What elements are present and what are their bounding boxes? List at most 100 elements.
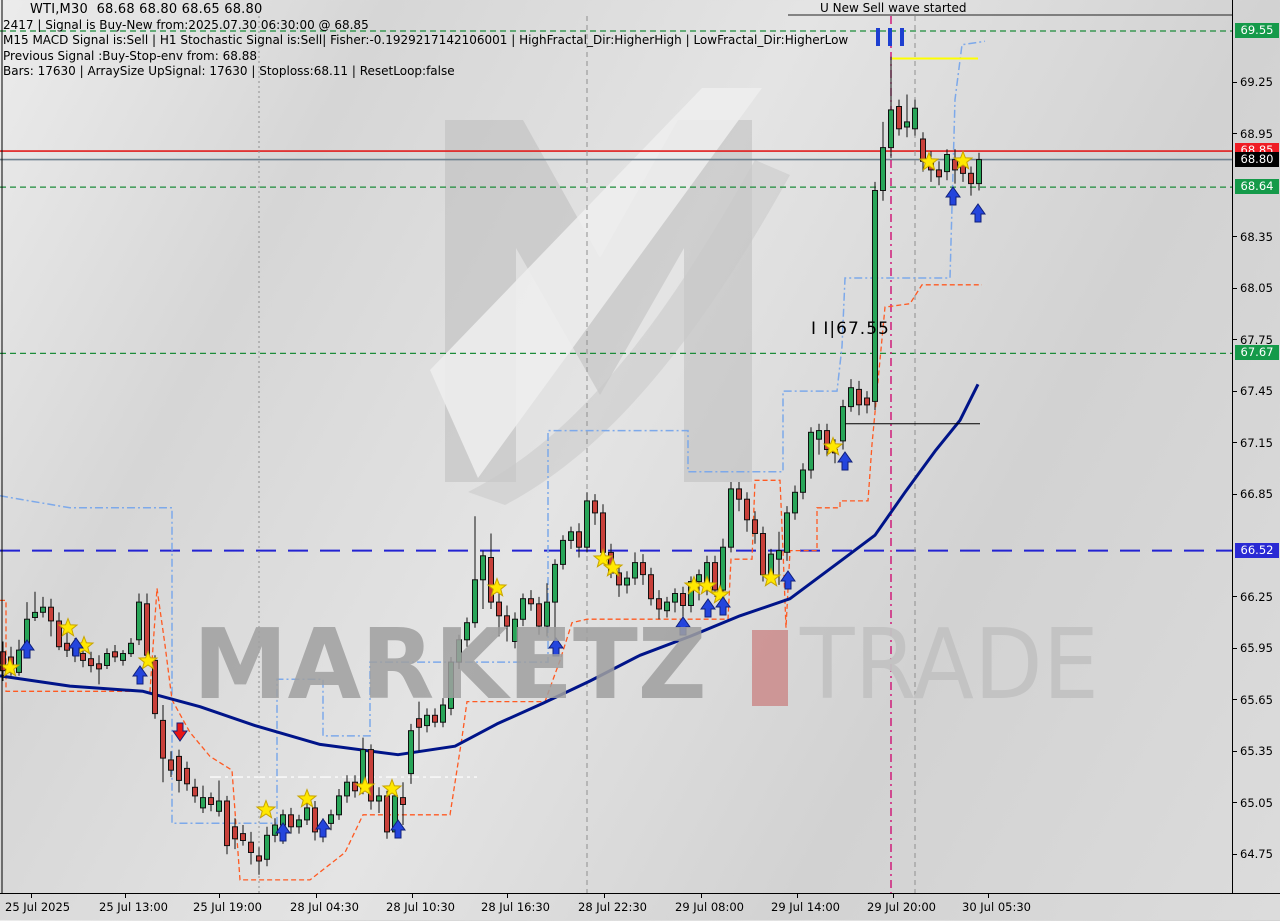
price-tick <box>1233 82 1237 83</box>
buy-arrow-up-icon <box>132 665 148 685</box>
indicator-bands <box>0 40 986 881</box>
price-label: 68.95 <box>1240 126 1273 141</box>
price-tick <box>1233 802 1237 803</box>
price-badge-68.64: 68.64 <box>1235 179 1279 195</box>
time-label: 28 Jul 04:30 <box>290 900 359 914</box>
buy-arrow-up-icon <box>945 186 961 206</box>
price-tick <box>1233 699 1237 700</box>
price-label: 66.25 <box>1240 589 1273 604</box>
signal-star-icon <box>296 788 318 808</box>
signal-star-icon <box>57 617 79 637</box>
buy-arrow-up-icon <box>700 598 716 618</box>
time-label: 25 Jul 19:00 <box>193 900 262 914</box>
time-tick <box>316 894 317 898</box>
time-label: 29 Jul 14:00 <box>771 900 840 914</box>
signal-star-icon <box>602 557 624 577</box>
level-lines <box>0 30 1232 552</box>
annotation-lines <box>788 14 1232 425</box>
bars-info-line: Bars: 17630 | ArraySize UpSignal: 17630 … <box>3 64 455 78</box>
buy-arrow-up-icon <box>315 818 331 838</box>
buy-arrow-up-icon <box>970 203 986 223</box>
time-tick <box>412 894 413 898</box>
chart-info-block: WTI,M30 68.68 68.80 68.65 68.80 2417 | Si… <box>3 2 848 80</box>
buy-arrow-up-icon <box>390 819 406 839</box>
price-label: 68.05 <box>1240 281 1273 296</box>
indicator-info-line: M15 MACD Signal is:Sell | H1 Stochastic … <box>3 33 849 47</box>
price-badge-67.67: 67.67 <box>1235 345 1279 361</box>
signal-star-icon <box>822 436 844 456</box>
price-label: 67.15 <box>1240 435 1273 450</box>
price-label: 64.75 <box>1240 847 1273 862</box>
buy-arrow-up-icon <box>68 637 84 657</box>
signal-star-icon <box>354 776 376 796</box>
price-badge-66.52: 66.52 <box>1235 542 1279 558</box>
time-tick <box>797 894 798 898</box>
price-label: 69.25 <box>1240 75 1273 90</box>
time-tick <box>125 894 126 898</box>
price-axis[interactable]: 69.25 68.95 68.35 68.05 67.75 67.45 67.15 66.85… <box>1232 0 1280 893</box>
signal-star-icon <box>0 657 21 677</box>
price-tick <box>1233 494 1237 495</box>
time-label: 29 Jul 08:00 <box>675 900 744 914</box>
vertical-lines <box>258 16 916 893</box>
logo-watermark <box>430 88 790 505</box>
buy-arrow-up-icon <box>715 596 731 616</box>
price-tick <box>1233 236 1237 237</box>
price-label: 67.75 <box>1240 332 1273 347</box>
signal-star-icon <box>952 150 974 170</box>
time-tick <box>604 894 605 898</box>
time-label: 29 Jul 20:00 <box>867 900 936 914</box>
buy-arrow-up-icon <box>275 822 291 842</box>
signal-star-icon <box>255 799 277 819</box>
lower-band-line <box>0 284 982 881</box>
star-markers <box>0 150 974 819</box>
signal-star-icon <box>918 151 940 171</box>
buy-arrow-up-icon <box>548 637 564 657</box>
price-tick <box>1233 339 1237 340</box>
fractal-marks <box>876 28 904 46</box>
time-tick <box>31 894 32 898</box>
price-label: 65.65 <box>1240 692 1273 707</box>
signal-info-line: 2417 | Signal is Buy-New from:2025.07.30… <box>3 17 369 32</box>
chart-title: WTI,M30 68.68 68.80 68.65 68.80 <box>30 2 263 17</box>
time-axis[interactable]: 25 Jul 2025 25 Jul 13:00 25 Jul 19:00 28 Ju… <box>0 893 1280 921</box>
candles-layer <box>0 56 982 875</box>
time-tick <box>701 894 702 898</box>
signal-star-icon <box>709 584 731 604</box>
price-label: 68.35 <box>1240 229 1273 244</box>
price-tick <box>1233 854 1237 855</box>
time-label: 28 Jul 22:30 <box>578 900 647 914</box>
time-tick <box>893 894 894 898</box>
time-tick <box>219 894 220 898</box>
time-tick <box>988 894 989 898</box>
price-tick <box>1233 596 1237 597</box>
price-label: 65.95 <box>1240 641 1273 656</box>
ma-layer <box>0 383 980 757</box>
price-tick <box>1233 442 1237 443</box>
moving-average-line <box>0 383 980 757</box>
price-badge-69.55: 69.55 <box>1235 23 1279 38</box>
price-badge-68.80: 68.80 <box>1235 151 1279 167</box>
time-label: 25 Jul 13:00 <box>99 900 168 914</box>
price-label: 66.85 <box>1240 487 1273 502</box>
signal-star-icon <box>592 548 614 568</box>
time-label: 28 Jul 16:30 <box>481 900 550 914</box>
price-annotation-67-55: I I|67.55 <box>811 319 890 339</box>
price-tick <box>1233 751 1237 752</box>
signal-star-icon <box>137 650 159 670</box>
time-tick <box>507 894 508 898</box>
sell-arrow-down-icon <box>172 722 188 742</box>
time-label: 30 Jul 05:30 <box>962 900 1031 914</box>
buy-arrow-up-icon <box>780 570 796 590</box>
buy-arrow-up-icon <box>675 616 691 636</box>
signal-star-icon <box>381 778 403 798</box>
time-label: 28 Jul 10:30 <box>386 900 455 914</box>
signal-star-icon <box>696 575 718 595</box>
buy-arrow-up-icon <box>19 639 35 659</box>
time-label: 25 Jul 2025 <box>5 900 71 914</box>
sell-wave-note: U New Sell wave started <box>820 1 967 15</box>
price-tick <box>1233 133 1237 134</box>
signal-star-icon <box>486 577 508 597</box>
price-tick <box>1233 288 1237 289</box>
